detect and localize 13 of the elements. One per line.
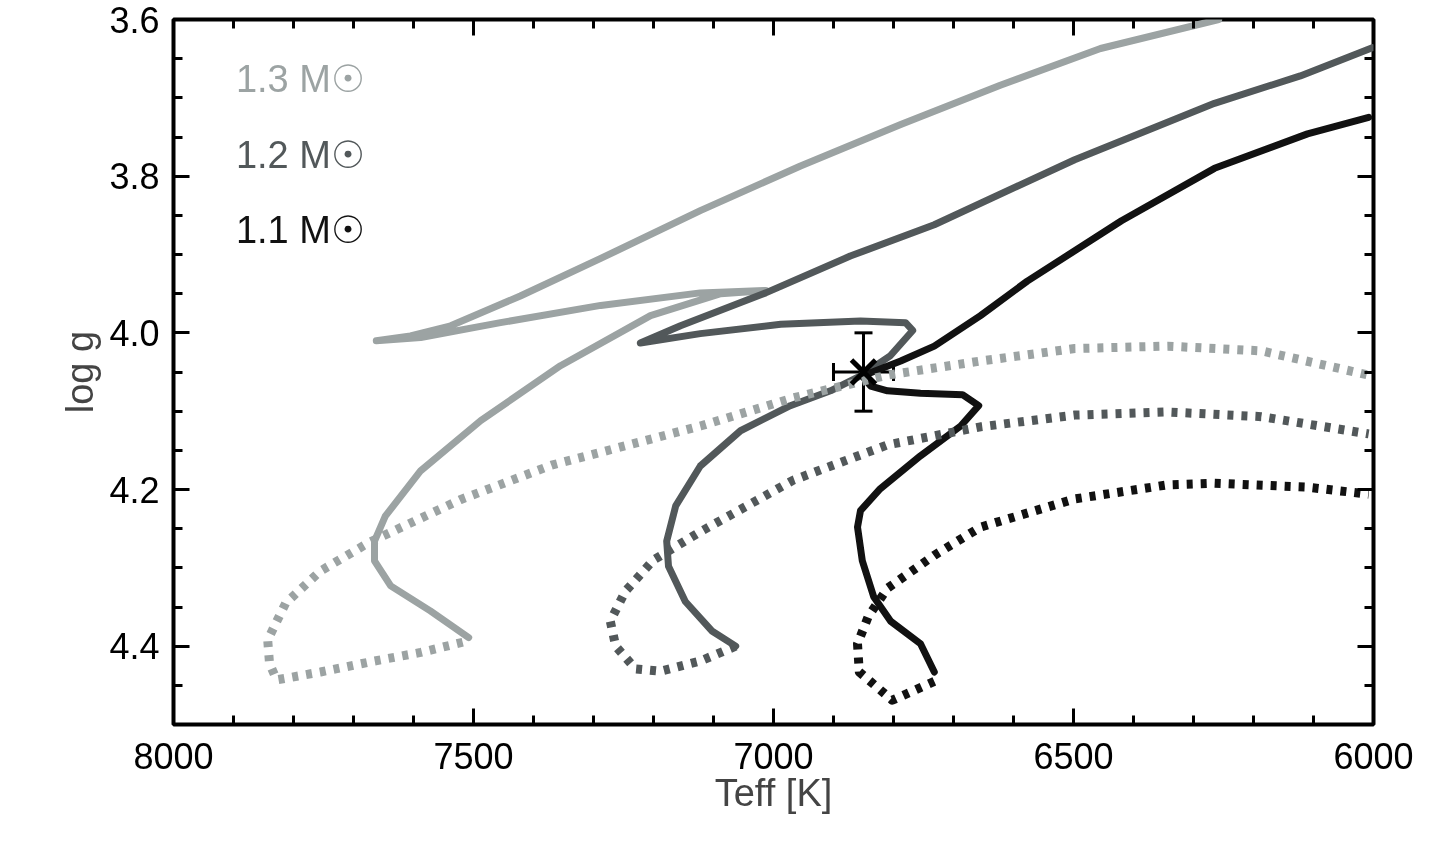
x-tick-label: 6000: [1333, 735, 1414, 777]
x-tick-label: 8000: [133, 735, 214, 777]
y-tick-label: 4.4: [109, 626, 160, 668]
x-tick-label: 7500: [433, 735, 514, 777]
y-tick-label: 3.6: [109, 0, 160, 41]
y-tick-label: 4.2: [109, 469, 160, 511]
text: 1.1 M☉: [235, 209, 365, 252]
y-axis-title: log g: [59, 330, 102, 414]
y-tick-label: 3.8: [109, 156, 160, 198]
x-tick-label: 6500: [1033, 735, 1114, 777]
text: 1.3 M☉: [235, 58, 365, 101]
y-tick-label: 4.0: [109, 312, 160, 354]
text: 1.2 M☉: [235, 133, 365, 176]
